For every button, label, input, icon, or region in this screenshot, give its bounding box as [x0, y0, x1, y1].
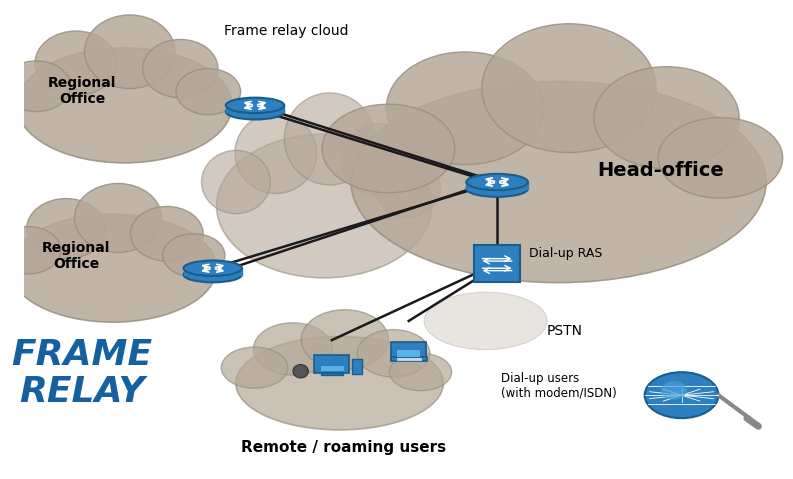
Text: PSTN: PSTN — [547, 323, 583, 338]
Bar — [183, 268, 242, 274]
Ellipse shape — [143, 39, 218, 98]
Ellipse shape — [293, 365, 308, 378]
Text: Head-office: Head-office — [597, 160, 724, 180]
Ellipse shape — [466, 174, 528, 190]
Text: Regional
Office: Regional Office — [42, 241, 110, 272]
Text: Remote / roaming users: Remote / roaming users — [241, 440, 446, 456]
Ellipse shape — [27, 199, 105, 259]
Ellipse shape — [183, 267, 242, 282]
FancyBboxPatch shape — [351, 359, 362, 375]
Ellipse shape — [131, 206, 203, 261]
Circle shape — [645, 372, 718, 418]
Ellipse shape — [482, 24, 656, 152]
Ellipse shape — [35, 31, 117, 95]
Ellipse shape — [658, 118, 783, 198]
Ellipse shape — [424, 292, 547, 350]
Ellipse shape — [0, 227, 61, 274]
Ellipse shape — [221, 347, 288, 388]
FancyBboxPatch shape — [392, 342, 426, 359]
Text: FRAME
RELAY: FRAME RELAY — [12, 338, 153, 409]
Ellipse shape — [216, 134, 432, 278]
Ellipse shape — [351, 81, 766, 283]
Ellipse shape — [301, 310, 389, 369]
FancyBboxPatch shape — [397, 350, 420, 357]
FancyBboxPatch shape — [320, 365, 344, 371]
FancyBboxPatch shape — [473, 245, 520, 282]
Ellipse shape — [201, 150, 270, 214]
Ellipse shape — [235, 113, 316, 194]
Ellipse shape — [285, 93, 375, 185]
Ellipse shape — [17, 48, 232, 163]
Ellipse shape — [176, 68, 240, 114]
Text: Dial-up RAS: Dial-up RAS — [530, 247, 603, 261]
Ellipse shape — [466, 181, 528, 197]
Text: Dial-up users
(with modem/ISDN): Dial-up users (with modem/ISDN) — [501, 372, 617, 399]
Ellipse shape — [322, 104, 455, 193]
Ellipse shape — [389, 354, 452, 391]
Ellipse shape — [357, 330, 430, 377]
Ellipse shape — [75, 183, 162, 252]
Ellipse shape — [343, 124, 418, 196]
Ellipse shape — [386, 52, 544, 165]
Ellipse shape — [254, 323, 332, 375]
Ellipse shape — [2, 61, 71, 112]
Ellipse shape — [85, 15, 175, 89]
Ellipse shape — [226, 98, 284, 113]
Ellipse shape — [376, 160, 440, 217]
Ellipse shape — [236, 336, 443, 430]
Ellipse shape — [183, 261, 242, 276]
Ellipse shape — [9, 215, 216, 322]
Ellipse shape — [226, 104, 284, 119]
FancyBboxPatch shape — [315, 354, 349, 373]
Bar — [226, 105, 284, 112]
Ellipse shape — [163, 234, 225, 277]
Text: Regional
Office: Regional Office — [48, 76, 117, 106]
FancyBboxPatch shape — [390, 357, 427, 361]
Ellipse shape — [661, 381, 687, 399]
Ellipse shape — [594, 67, 739, 169]
Bar — [466, 182, 528, 189]
Text: Frame relay cloud: Frame relay cloud — [224, 24, 348, 38]
FancyBboxPatch shape — [321, 373, 343, 375]
